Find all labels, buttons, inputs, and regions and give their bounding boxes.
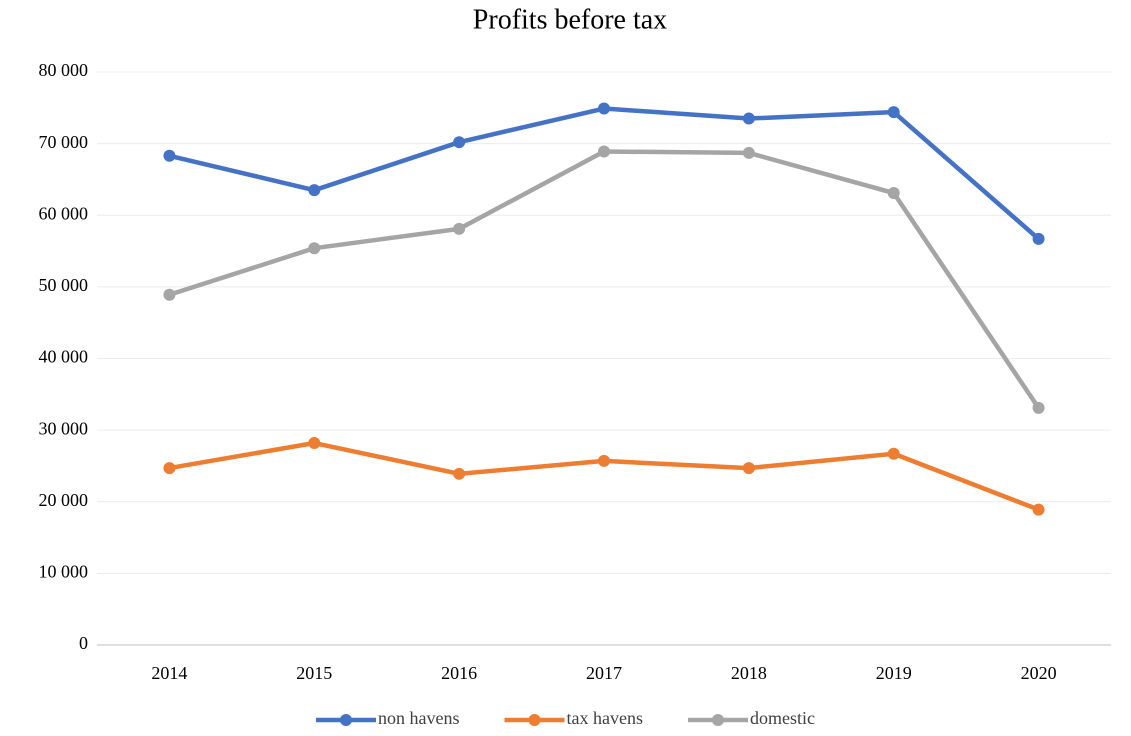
legend-item: tax havens <box>504 708 643 728</box>
data-point <box>887 106 900 119</box>
y-tick-label: 20 000 <box>39 490 89 510</box>
data-point <box>1032 232 1045 245</box>
legend-marker <box>528 714 541 726</box>
y-tick-label: 10 000 <box>39 562 89 582</box>
data-point <box>598 454 610 467</box>
data-point <box>163 288 176 301</box>
x-tick-label: 2014 <box>151 663 187 683</box>
legend-marker <box>340 714 353 726</box>
data-point <box>742 146 755 159</box>
data-point <box>598 102 610 115</box>
legend-item: domestic <box>687 708 815 728</box>
y-tick-label: 40 000 <box>39 347 89 367</box>
data-point <box>742 462 755 475</box>
x-tick-label: 2015 <box>296 663 332 683</box>
data-point <box>887 447 900 460</box>
x-tick-label: 2017 <box>586 663 622 683</box>
y-tick-label: 60 000 <box>39 203 89 223</box>
data-point <box>453 222 466 235</box>
legend-label: tax havens <box>567 708 643 728</box>
data-point <box>163 462 176 475</box>
legend-label: domestic <box>750 708 815 728</box>
x-tick-label: 2020 <box>1021 663 1057 683</box>
data-point <box>1032 401 1045 414</box>
data-point <box>453 136 466 149</box>
legend-label: non havens <box>378 708 459 728</box>
y-tick-label: 0 <box>79 633 88 653</box>
series-line <box>167 106 1041 242</box>
data-point <box>742 112 755 125</box>
y-tick-label: 80 000 <box>39 60 89 80</box>
x-tick-label: 2018 <box>731 663 767 683</box>
data-point <box>598 145 610 158</box>
data-point <box>1032 503 1045 516</box>
data-point <box>308 437 321 450</box>
series-line <box>167 440 1041 512</box>
series-line <box>167 149 1041 411</box>
x-tick-label: 2016 <box>441 663 477 683</box>
data-point <box>887 187 900 200</box>
chart-title: Profits before tax <box>473 4 667 35</box>
data-point <box>308 184 321 197</box>
data-point <box>163 149 176 162</box>
y-tick-label: 70 000 <box>39 132 89 152</box>
data-point <box>453 467 466 480</box>
y-tick-label: 50 000 <box>39 275 89 295</box>
legend-item: non havens <box>316 708 460 728</box>
data-point <box>308 242 321 255</box>
y-tick-label: 30 000 <box>39 418 89 438</box>
x-tick-label: 2019 <box>876 663 912 683</box>
legend-marker <box>711 714 724 726</box>
